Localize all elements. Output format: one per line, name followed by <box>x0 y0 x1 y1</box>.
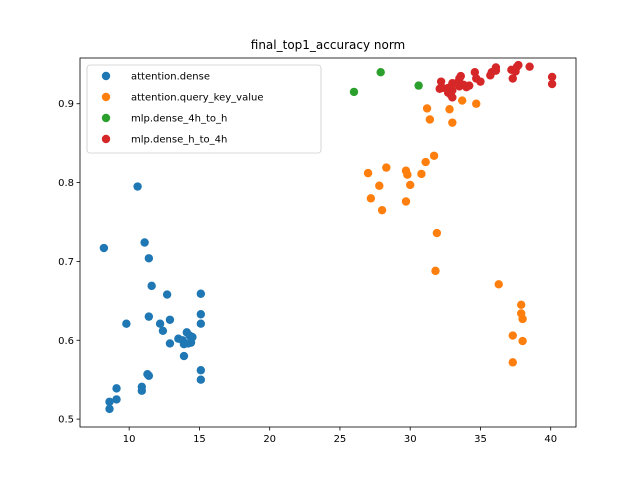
scatter-point-s0-32 <box>196 375 206 384</box>
scatter-point-s2-0 <box>349 87 359 97</box>
scatter-point-s0-3 <box>144 254 154 263</box>
legend-box <box>86 64 322 154</box>
scatter-point-s0-19 <box>186 338 196 347</box>
scatter-point-s0-11 <box>165 339 175 348</box>
scatter-point-s3-26 <box>512 62 522 71</box>
scatter-point-s1-4 <box>377 205 387 215</box>
plot-frame <box>79 57 577 428</box>
scatter-point-s0-1 <box>133 182 142 191</box>
scatter-point-s1-15 <box>448 118 457 127</box>
scatter-point-s0-20 <box>196 289 206 298</box>
scatter-point-s1-3 <box>366 194 376 203</box>
x-tick-label-3: 25 <box>334 434 347 445</box>
scatter-point-s1-18 <box>432 228 442 238</box>
scatter-point-s1-20 <box>494 280 503 289</box>
legend-marker-2 <box>101 113 111 123</box>
scatter-point-s1-1 <box>382 163 391 172</box>
legend-label-0: attention.dense <box>131 72 210 83</box>
legend-marker-0 <box>101 71 111 81</box>
scatter-point-s1-12 <box>422 104 432 113</box>
scatter-point-s1-6 <box>403 170 412 179</box>
scatter-point-s3-0 <box>436 77 446 86</box>
scatter-point-s3-13 <box>525 62 534 71</box>
scatter-point-s0-0 <box>99 243 109 253</box>
scatter-point-s0-28 <box>137 386 147 395</box>
scatter-point-s3-23 <box>486 71 495 80</box>
legend-label-3: mlp.dense_h_to_4h <box>131 135 227 146</box>
scatter-point-s1-14 <box>445 105 454 114</box>
scatter-point-s3-24 <box>491 66 501 75</box>
scatter-point-s0-22 <box>196 319 206 328</box>
scatter-point-s1-13 <box>425 115 435 124</box>
scatter-point-s1-26 <box>508 358 517 367</box>
x-tick-label-0: 10 <box>123 434 136 445</box>
y-tick-label-2: 0.7 <box>58 257 74 268</box>
scatter-point-s1-8 <box>401 197 411 206</box>
scatter-point-s0-7 <box>144 312 154 321</box>
y-tick-label-1: 0.6 <box>58 336 74 347</box>
scatter-point-s1-25 <box>518 336 527 346</box>
scatter-point-s3-28 <box>455 82 464 91</box>
scatter-point-s0-2 <box>140 238 149 247</box>
scatter-point-s0-8 <box>165 315 175 324</box>
scatter-point-s1-11 <box>429 151 439 160</box>
x-tick-label-2: 20 <box>263 434 276 445</box>
scatter-point-s0-10 <box>158 326 168 336</box>
scatter-point-s3-14 <box>547 72 557 82</box>
data-points <box>99 60 557 414</box>
legend-marker-3 <box>101 134 111 144</box>
y-tick-label-4: 0.9 <box>58 99 74 110</box>
scatter-point-s0-33 <box>179 351 189 361</box>
scatter-point-s3-15 <box>547 79 557 89</box>
legend-marker-1 <box>101 92 111 102</box>
chart-title: final_top1_accuracy norm <box>251 38 405 52</box>
y-tick-label-0: 0.5 <box>58 415 74 426</box>
x-tick-label-5: 35 <box>474 434 487 445</box>
x-tick-label-6: 40 <box>544 434 557 445</box>
scatter-point-s0-31 <box>196 366 206 375</box>
scatter-point-s1-19 <box>431 266 440 276</box>
scatter-point-s1-24 <box>508 331 517 340</box>
scatter-point-s3-30 <box>448 86 457 95</box>
scatter-point-s1-9 <box>417 169 426 179</box>
x-axis: 10 15 20 25 30 35 40 <box>123 427 557 445</box>
scatter-point-s3-21 <box>465 81 474 90</box>
scatter-point-s0-21 <box>196 310 206 319</box>
scatter-point-s0-25 <box>112 384 121 393</box>
scatter-point-s0-5 <box>122 319 131 328</box>
x-tick-label-4: 30 <box>404 434 417 445</box>
scatter-point-s3-25 <box>508 74 517 83</box>
scatter-point-s1-17 <box>472 99 481 108</box>
y-tick-label-3: 0.8 <box>58 178 74 189</box>
x-tick-label-1: 15 <box>193 434 206 445</box>
y-axis: 0.5 0.6 0.7 0.8 0.9 <box>58 99 80 426</box>
scatter-point-s2-2 <box>414 81 423 90</box>
scatter-point-s1-23 <box>518 314 527 324</box>
scatter-point-s0-6 <box>162 290 172 299</box>
legend: attention.dense attention.query_key_value… <box>86 64 322 154</box>
scatter-point-s0-23 <box>105 397 114 406</box>
scatter-point-s1-21 <box>517 300 526 309</box>
scatter-point-s3-4 <box>456 71 465 81</box>
scatter-point-s0-9 <box>155 319 165 328</box>
scatter-point-s1-7 <box>405 180 415 190</box>
scatter-point-s1-0 <box>363 168 373 178</box>
scatter-point-s0-4 <box>147 281 156 291</box>
legend-label-2: mlp.dense_4h_to_h <box>131 114 227 125</box>
scatter-point-s2-1 <box>376 67 385 77</box>
scatter-point-s3-6 <box>470 67 480 77</box>
scatter-point-s1-2 <box>375 181 384 190</box>
scatter-point-s3-22 <box>472 74 481 83</box>
legend-label-1: attention.query_key_value <box>131 93 263 104</box>
scatter-point-s1-10 <box>421 157 430 167</box>
scatter-point-s0-24 <box>105 404 114 414</box>
scatter-point-s3-29 <box>435 84 444 93</box>
scatter-point-s1-16 <box>457 96 467 105</box>
scatter-point-s0-30 <box>143 369 152 379</box>
scatter-point-s0-26 <box>112 395 121 404</box>
